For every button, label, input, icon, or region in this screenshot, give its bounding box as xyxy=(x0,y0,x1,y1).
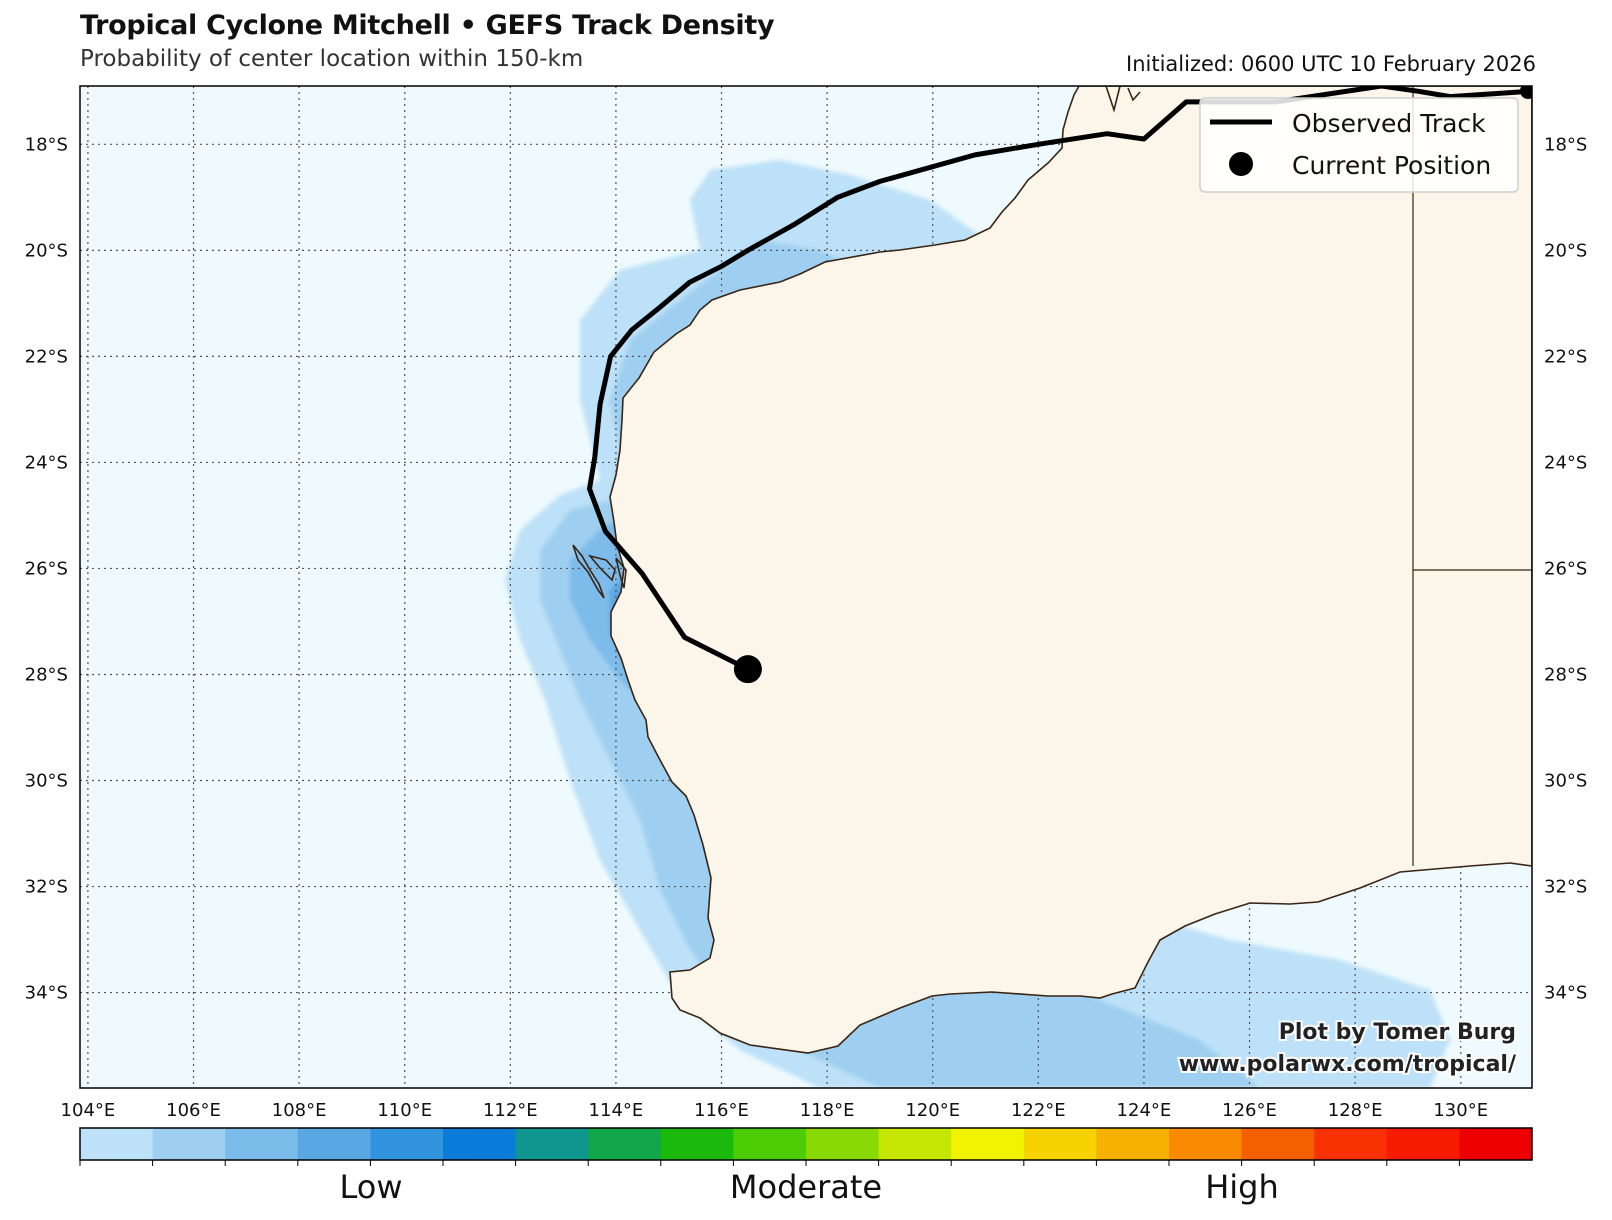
longitude-tick-labels: 104°E 106°E 108°E 110°E 112°E 114°E 116°E 118°E… xyxy=(61,1100,1489,1121)
legend-observed-track-label: Observed Track xyxy=(1292,109,1486,138)
latitude-tick-labels: 18°S 18°S 20°S 20°S 22°S 22°S 24°S 24°S 26°S 26°S… xyxy=(25,134,1588,1003)
lat-tick-right-24: 24°S xyxy=(1544,452,1587,473)
shark-bay-inlet xyxy=(615,557,627,589)
colorbar-swatch-3 xyxy=(225,1128,299,1160)
colorbar-label-low: Low xyxy=(339,1168,402,1206)
map-title: Tropical Cyclone Mitchell • GEFS Track D… xyxy=(80,10,775,41)
lat-tick-left-22: 22°S xyxy=(25,346,68,367)
lat-tick-left-18: 18°S xyxy=(25,134,68,155)
lon-tick-120: 120°E xyxy=(905,1100,960,1121)
lon-tick-114: 114°E xyxy=(589,1100,644,1121)
colorbar-swatch-2 xyxy=(152,1128,226,1160)
colorbar-swatch-14 xyxy=(1023,1128,1097,1160)
credit-url: www.polarwx.com/tropical/ xyxy=(1179,1052,1517,1077)
lat-tick-left-32: 32°S xyxy=(25,877,68,898)
lon-tick-112: 112°E xyxy=(483,1100,538,1121)
lat-tick-right-28: 28°S xyxy=(1544,664,1587,685)
colorbar-swatch-18 xyxy=(1314,1128,1388,1160)
lat-tick-right-30: 30°S xyxy=(1544,771,1587,792)
colorbar-swatch-20 xyxy=(1459,1128,1533,1160)
lat-tick-left-24: 24°S xyxy=(25,452,68,473)
colorbar-label-moderate: Moderate xyxy=(730,1168,882,1206)
lon-tick-124: 124°E xyxy=(1117,1100,1172,1121)
kimberley-inlet-2 xyxy=(1127,87,1141,102)
colorbar-swatch-8 xyxy=(588,1128,662,1160)
track-origin-marker xyxy=(1520,86,1532,99)
colorbar-swatch-11 xyxy=(806,1128,880,1160)
lon-tick-106: 106°E xyxy=(166,1100,221,1121)
legend: Observed Track Current Position xyxy=(1199,97,1519,193)
lat-tick-left-26: 26°S xyxy=(25,558,68,579)
lon-tick-122: 122°E xyxy=(1011,1100,1066,1121)
lon-tick-118: 118°E xyxy=(800,1100,855,1121)
lat-tick-right-34: 34°S xyxy=(1544,983,1587,1004)
colorbar xyxy=(79,1128,1533,1166)
lat-tick-left-30: 30°S xyxy=(25,771,68,792)
lat-tick-right-26: 26°S xyxy=(1544,558,1587,579)
lon-tick-108: 108°E xyxy=(272,1100,327,1121)
colorbar-swatch-19 xyxy=(1386,1128,1460,1160)
map-subtitle: Probability of center location within 15… xyxy=(80,46,584,72)
initialization-time: Initialized: 0600 UTC 10 February 2026 xyxy=(1126,52,1536,76)
map-frame xyxy=(79,85,1533,1089)
lat-tick-right-32: 32°S xyxy=(1544,877,1587,898)
legend-current-position-label: Current Position xyxy=(1292,151,1491,180)
colorbar-swatch-15 xyxy=(1096,1128,1170,1160)
colorbar-swatch-1 xyxy=(80,1128,154,1160)
colorbar-swatch-7 xyxy=(515,1128,589,1160)
lat-tick-right-20: 20°S xyxy=(1544,240,1587,261)
colorbar-swatch-6 xyxy=(443,1128,517,1160)
shark-bay-peron xyxy=(587,554,616,582)
current-position-marker xyxy=(733,655,762,684)
lat-tick-left-20: 20°S xyxy=(25,240,68,261)
colorbar-swatch-13 xyxy=(951,1128,1025,1160)
lat-tick-right-18: 18°S xyxy=(1544,134,1587,155)
lon-tick-104: 104°E xyxy=(61,1100,116,1121)
lon-tick-128: 128°E xyxy=(1328,1100,1383,1121)
map-panel: Plot by Tomer Burg www.polarwx.com/tropi… xyxy=(80,86,1532,1088)
lat-tick-left-34: 34°S xyxy=(25,983,68,1004)
colorbar-swatch-10 xyxy=(733,1128,807,1160)
colorbar-frame xyxy=(79,1127,1533,1161)
lon-tick-126: 126°E xyxy=(1222,1100,1277,1121)
shark-bay-peninsula xyxy=(572,544,605,599)
legend-box xyxy=(1199,97,1519,193)
colorbar-label-high: High xyxy=(1205,1168,1279,1206)
legend-position-swatch xyxy=(1229,152,1253,176)
lon-tick-116: 116°E xyxy=(694,1100,749,1121)
colorbar-swatch-5 xyxy=(370,1128,444,1160)
lat-tick-right-22: 22°S xyxy=(1544,346,1587,367)
colorbar-swatch-12 xyxy=(878,1128,952,1160)
lon-tick-110: 110°E xyxy=(377,1100,432,1121)
colorbar-swatch-4 xyxy=(297,1128,371,1160)
lat-tick-left-28: 28°S xyxy=(25,664,68,685)
colorbar-swatch-16 xyxy=(1169,1128,1243,1160)
kimberley-inlet xyxy=(1105,86,1121,113)
colorbar-swatch-9 xyxy=(660,1128,734,1160)
credit-author: Plot by Tomer Burg xyxy=(1279,1020,1516,1045)
lon-tick-130: 130°E xyxy=(1433,1100,1488,1121)
colorbar-swatch-17 xyxy=(1241,1128,1315,1160)
